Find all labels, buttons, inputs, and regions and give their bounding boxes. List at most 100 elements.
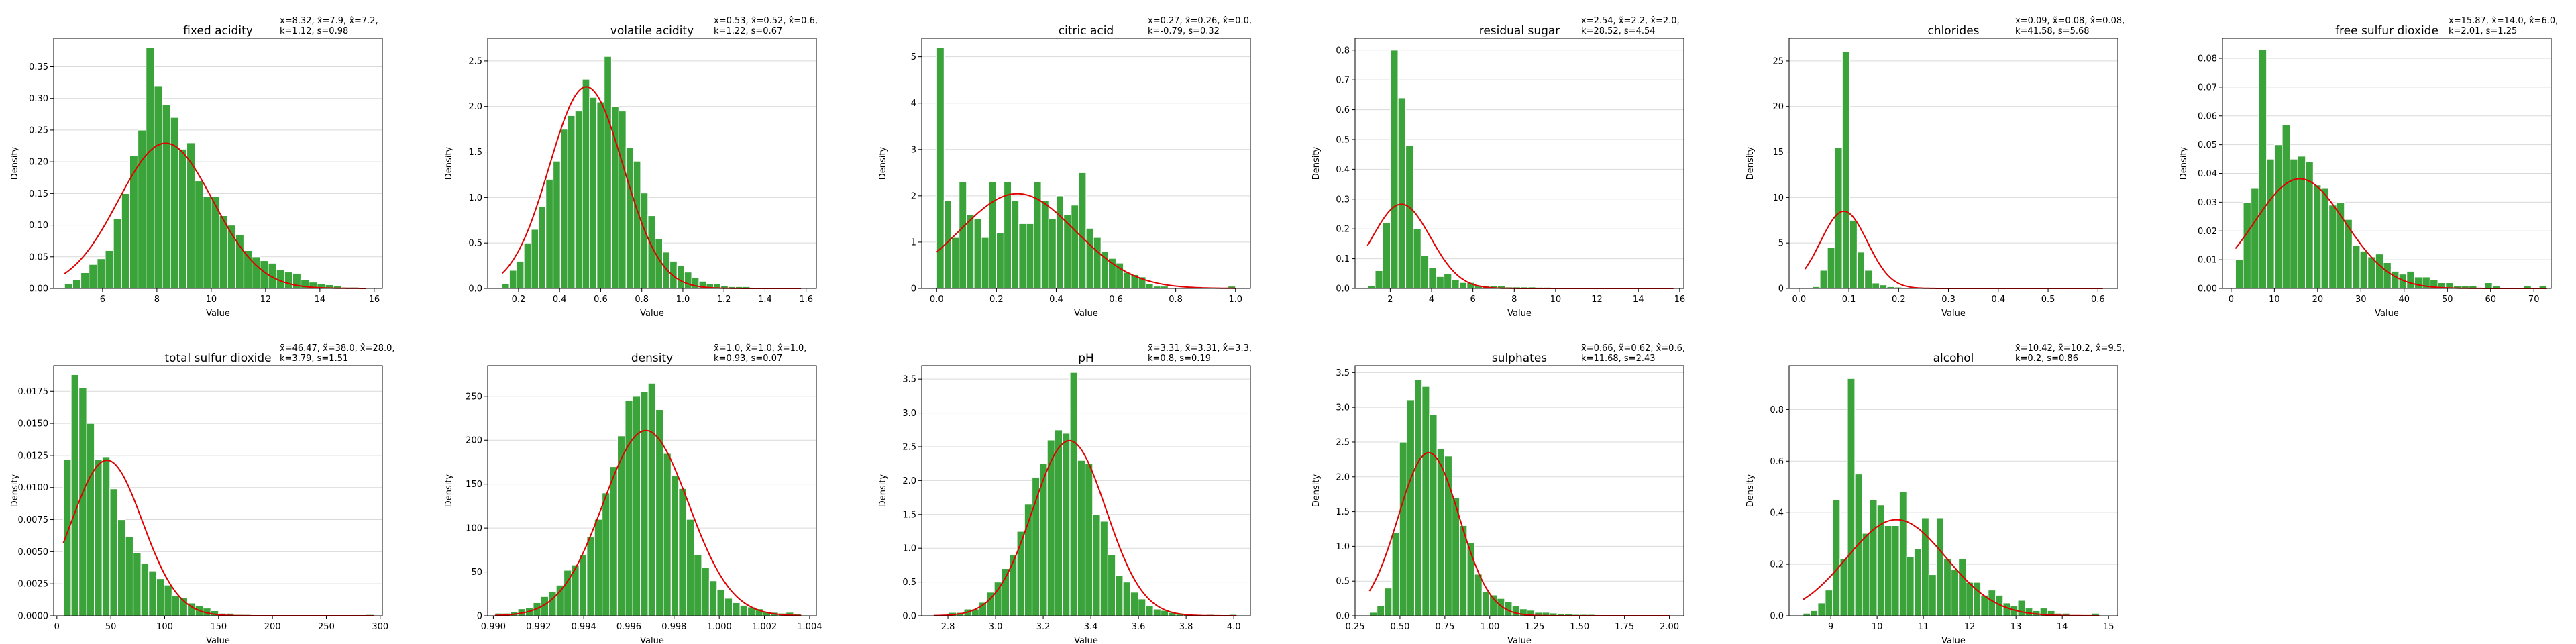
- y-tick-label: 0.20: [29, 158, 48, 168]
- histogram-bar: [669, 260, 678, 289]
- histogram-bar: [1145, 605, 1154, 616]
- histogram-bar: [559, 129, 568, 289]
- x-tick-label: 0.4: [553, 294, 567, 305]
- histogram-bar: [1429, 413, 1438, 616]
- histogram-bar: [1145, 283, 1154, 289]
- x-tick-label: 0: [2229, 294, 2234, 305]
- y-tick-label: 0.0: [1336, 612, 1350, 622]
- histogram-bar: [1160, 285, 1169, 289]
- histogram-bar: [1011, 200, 1020, 289]
- histogram-bar: [62, 459, 72, 616]
- plot-frame: [921, 365, 1251, 616]
- histogram-bar: [70, 374, 80, 616]
- y-tick-label: 2.0: [1336, 472, 1350, 482]
- histogram-bar: [1001, 568, 1010, 616]
- histogram-bar: [1384, 587, 1393, 616]
- y-tick-label: 5: [911, 52, 916, 62]
- y-tick-label: 20: [1772, 102, 1784, 112]
- y-tick-label: 0.0150: [18, 419, 49, 429]
- histogram-bar: [1368, 612, 1378, 616]
- x-tick-label: 1.002: [752, 622, 777, 632]
- stats-line-1: x̄=0.66, x̃=0.62, x̂=0.6,: [1581, 343, 1685, 354]
- panel-chlorides: 0.0 0.1 0.2 0.3 0.4 0.5 0.6 0 5 10 15 20 25 Value Dens…: [1746, 16, 2125, 319]
- histogram-bar: [578, 553, 588, 616]
- x-axis-label: Value: [1507, 636, 1532, 644]
- histogram-bar: [1891, 525, 1900, 616]
- histogram-bar: [2359, 250, 2369, 289]
- histogram-bar: [101, 456, 111, 616]
- x-tick-label: 0.2: [512, 294, 526, 305]
- histogram-bar: [1421, 386, 1430, 616]
- x-tick-label: 4.0: [1227, 622, 1241, 632]
- histogram-bar: [701, 567, 710, 616]
- x-tick-label: 14: [315, 294, 326, 305]
- x-tick-label: 40: [2399, 294, 2410, 305]
- y-tick-label: 0.0: [1336, 284, 1350, 294]
- x-tick-label: 1.75: [1615, 622, 1634, 632]
- y-axis-label: Density: [10, 474, 20, 507]
- y-tick-label: 3.0: [902, 409, 916, 419]
- histogram-bar: [640, 391, 649, 616]
- y-tick-label: 0.0100: [18, 483, 49, 493]
- stats-line-1: x̄=0.09, x̃=0.08, x̂=0.08,: [2015, 16, 2125, 26]
- x-tick-label: 300: [372, 622, 388, 632]
- histogram-bar: [1876, 504, 1885, 616]
- histogram-bar: [164, 584, 173, 616]
- y-tick-label: 1.5: [1336, 507, 1350, 517]
- histogram-bar: [1481, 591, 1491, 616]
- histogram-bar: [739, 604, 749, 616]
- histogram-bar: [125, 535, 134, 616]
- stats-line-2: k=0.93, s=0.07: [714, 354, 782, 364]
- y-axis-label: Density: [1746, 146, 1756, 180]
- y-tick-label: 0.0: [1770, 612, 1784, 622]
- y-tick-label: 0: [911, 284, 916, 294]
- histogram-bar: [1458, 282, 1468, 289]
- x-tick-label: 1.6: [799, 294, 813, 305]
- y-tick-label: 2: [911, 191, 916, 201]
- y-tick-label: 0.08: [2198, 54, 2217, 64]
- histogram-bar: [2002, 602, 2011, 616]
- histogram-bar: [523, 242, 532, 289]
- y-tick-label: 0.5: [468, 239, 482, 249]
- x-tick-label: 0.6: [594, 294, 608, 305]
- x-tick-label: 70: [2528, 294, 2540, 305]
- histogram-bar: [1803, 612, 1811, 616]
- y-tick-label: 5: [1778, 239, 1784, 249]
- x-tick-label: 0.4: [1991, 294, 2005, 305]
- histogram-bar: [1879, 284, 1888, 289]
- histogram-bar: [1390, 50, 1399, 289]
- x-tick-label: 0.0: [1792, 294, 1807, 305]
- plot-frame: [53, 365, 383, 616]
- y-tick-label: 0.01: [2198, 256, 2217, 266]
- histogram-bar: [1810, 610, 1819, 616]
- histogram-bar: [1413, 228, 1421, 289]
- histogram-bar: [1123, 272, 1132, 289]
- x-tick-label: 6: [1470, 294, 1476, 305]
- y-tick-label: 25: [1772, 56, 1784, 66]
- histogram-bar: [1405, 145, 1414, 289]
- histogram-bar: [694, 553, 702, 616]
- histogram-bar: [146, 47, 155, 289]
- histogram-bar: [545, 178, 554, 289]
- histogram-bar: [2484, 282, 2493, 289]
- histogram-bar: [552, 160, 561, 289]
- y-tick-label: 0.6: [1336, 105, 1350, 115]
- y-tick-label: 0: [477, 612, 482, 622]
- histogram-bar: [981, 237, 989, 289]
- x-tick-label: 1.004: [797, 622, 822, 632]
- histogram-bar: [94, 459, 103, 616]
- normal-fit-curve: [494, 429, 802, 616]
- panel-sulphates: 0.25 0.50 0.75 1.00 1.25 1.50 1.75 2.00 0.0 0.5 1.…: [1311, 343, 1685, 644]
- histogram-bar: [1397, 97, 1407, 289]
- y-axis-label: Density: [444, 474, 454, 507]
- y-tick-label: 0.5: [1336, 135, 1350, 145]
- histogram-bar: [178, 148, 188, 289]
- y-axis-label: Density: [1311, 474, 1322, 507]
- histogram-bar: [1130, 592, 1139, 616]
- panel-residual-sugar: 2 4 6 8 10 12 14 16 0.0 0.1 0.2 0.3 0.4 0.5 0.6 0.7 0.8 V…: [1311, 16, 1685, 319]
- x-tick-label: 14: [2057, 622, 2068, 632]
- y-tick-label: 0.5: [902, 578, 916, 588]
- x-tick-label: 0.990: [481, 622, 506, 632]
- x-tick-label: 0.3: [1941, 294, 1955, 305]
- x-tick-label: 50: [2442, 294, 2453, 305]
